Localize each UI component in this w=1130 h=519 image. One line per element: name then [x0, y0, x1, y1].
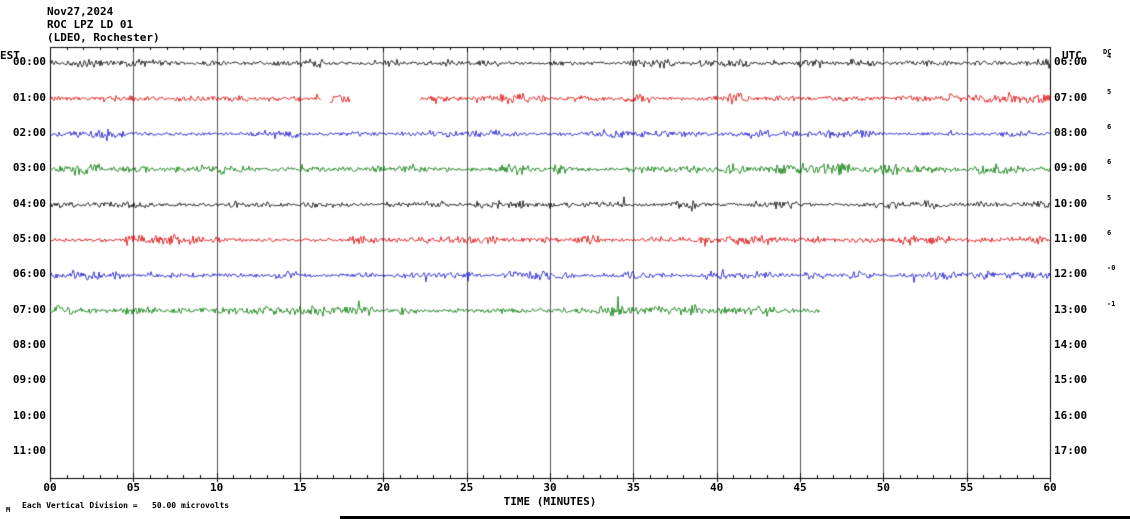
scale-mark: M — [6, 506, 11, 514]
utc-time-label: 11:00 — [1054, 232, 1088, 245]
dc-offset-value: 6 — [1107, 122, 1112, 131]
x-tick-label: 10 — [210, 481, 224, 494]
utc-time-label: 08:00 — [1054, 125, 1088, 139]
dc-offset-value: 4 — [1107, 52, 1112, 61]
dc-offset-value: 5 — [1107, 87, 1112, 96]
est-time-label: 05:00 — [12, 232, 46, 245]
x-tick-label: 50 — [876, 481, 890, 494]
utc-time-label: 13:00 — [1054, 302, 1088, 316]
dc-offset-value: 6 — [1107, 158, 1112, 167]
est-time-label: 11:00 — [12, 444, 46, 458]
dc-offset-value: -1 — [1107, 299, 1116, 308]
right-axis-title: UTC — [1062, 49, 1082, 62]
x-tick-label: 60 — [1043, 481, 1057, 494]
est-time-label: 06:00 — [12, 267, 46, 281]
x-tick-label: 35 — [626, 481, 640, 494]
header-station: ROC LPZ LD 01 — [47, 18, 134, 31]
header-location: (LDEO, Rochester) — [47, 31, 160, 44]
bottom-bar — [340, 516, 1130, 519]
utc-time-label: 09:00 — [1054, 161, 1088, 175]
est-time-label: 01:00 — [12, 90, 46, 104]
x-tick-label: 05 — [126, 481, 140, 494]
utc-time-label: 15:00 — [1054, 373, 1088, 387]
x-tick-label: 20 — [376, 481, 390, 494]
scale-note: Each Vertical Division = 50.00 microvolt… — [22, 501, 230, 510]
est-time-label: 04:00 — [12, 196, 46, 210]
x-tick-label: 30 — [543, 481, 557, 494]
x-tick-label: 40 — [710, 481, 724, 494]
est-time-label: 02:00 — [12, 125, 46, 139]
utc-time-label: 07:00 — [1054, 90, 1088, 104]
x-tick-label: 45 — [793, 481, 807, 494]
x-axis-title: TIME (MINUTES) — [503, 495, 597, 508]
utc-time-label: 06:00 — [1054, 55, 1088, 69]
utc-time-label: 16:00 — [1054, 408, 1088, 422]
est-time-label: 00:00 — [12, 55, 46, 69]
est-time-label: 03:00 — [12, 161, 46, 175]
utc-time-label: 10:00 — [1054, 196, 1088, 210]
utc-time-label: 12:00 — [1054, 267, 1088, 281]
utc-time-label: 14:00 — [1054, 338, 1088, 352]
dc-offset-value: 6 — [1107, 229, 1112, 237]
left-axis-title: EST — [0, 49, 20, 62]
x-tick-label: 15 — [293, 481, 307, 494]
est-time-label: 07:00 — [12, 302, 46, 316]
x-tick-label: 55 — [960, 481, 974, 494]
dc-offset-value: 5 — [1107, 193, 1112, 202]
est-time-label: 10:00 — [12, 408, 46, 422]
est-time-label: 09:00 — [12, 373, 46, 387]
dc-offset-value: -0 — [1107, 264, 1116, 273]
x-tick-label: 00 — [43, 481, 57, 494]
utc-time-label: 17:00 — [1054, 444, 1088, 458]
header-date: Nov27,2024 — [47, 5, 114, 18]
dc-column-label: DC — [1103, 48, 1112, 56]
est-time-label: 08:00 — [12, 338, 46, 352]
x-tick-label: 25 — [460, 481, 474, 494]
